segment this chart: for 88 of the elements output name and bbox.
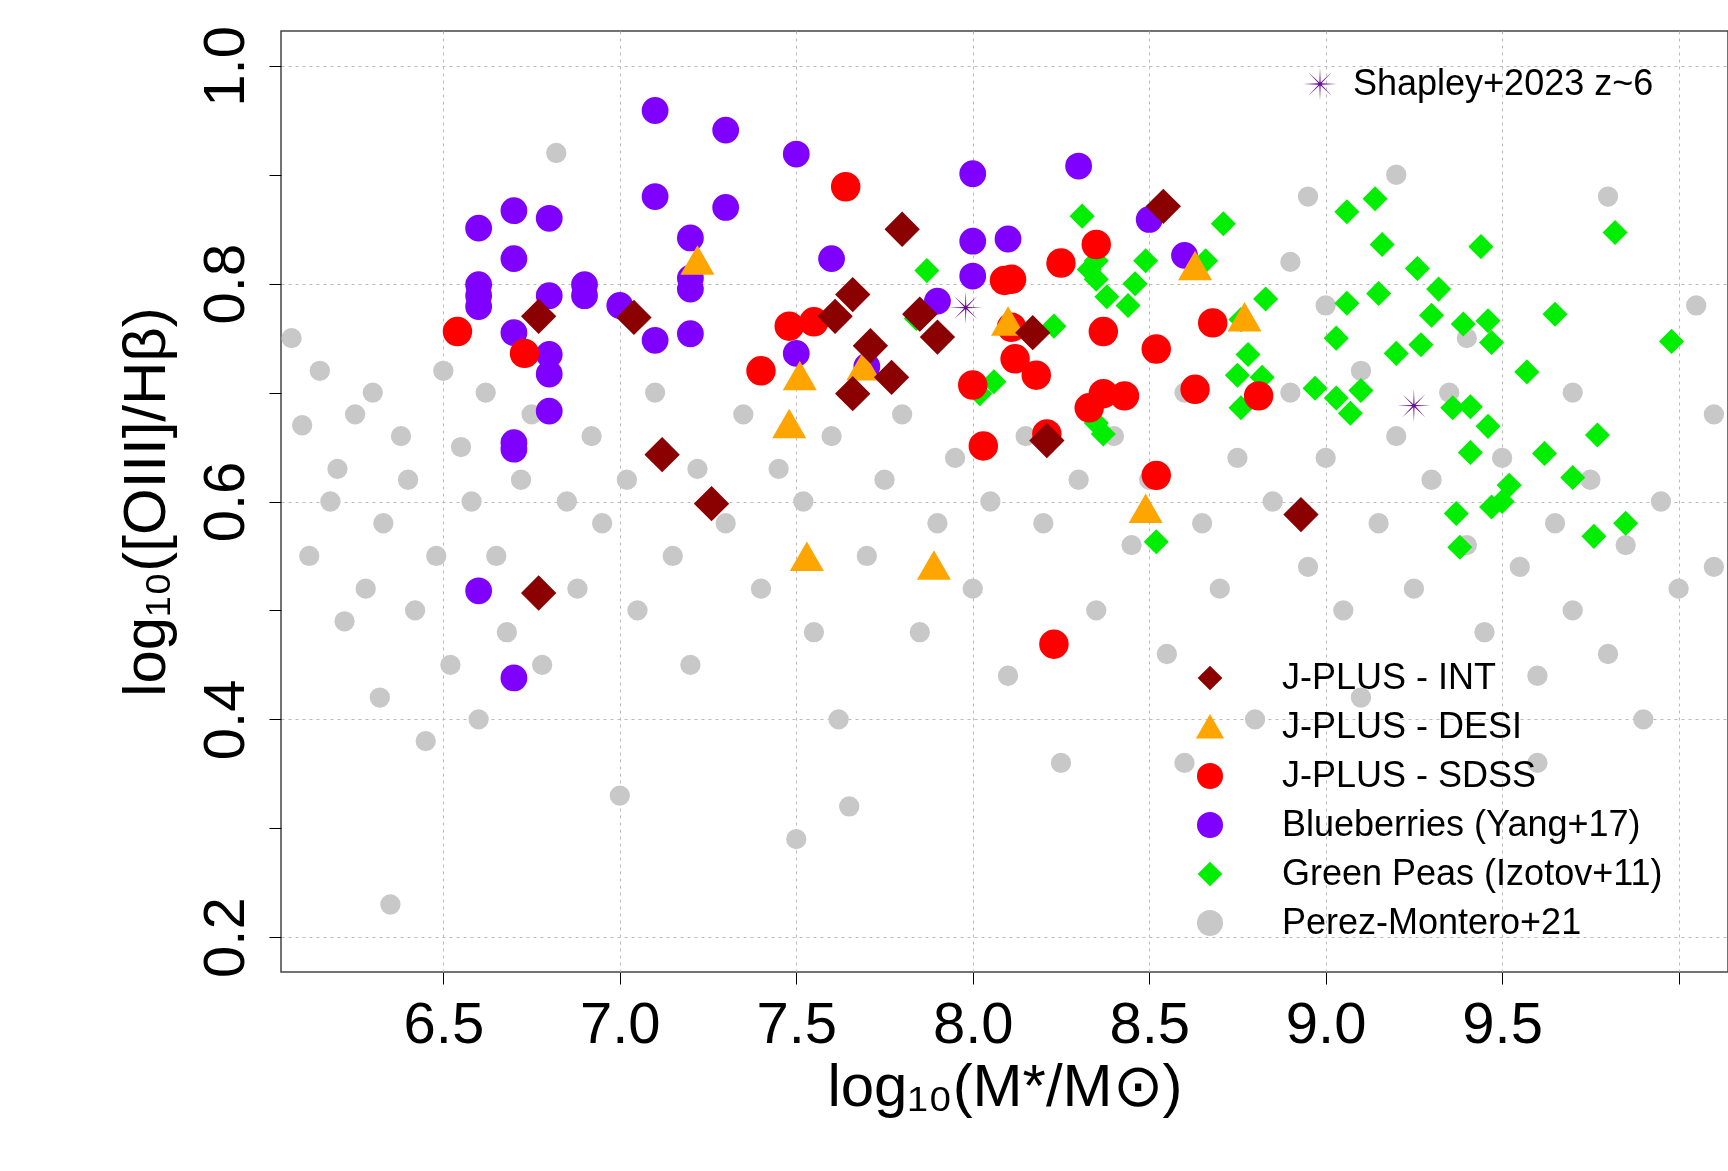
point	[994, 225, 1022, 253]
point	[1180, 374, 1210, 405]
point	[1046, 248, 1076, 278]
point	[818, 299, 853, 334]
point	[641, 326, 669, 354]
point	[959, 160, 987, 188]
y-tick-label: 0.8	[190, 243, 256, 325]
point	[1198, 308, 1228, 338]
point	[1283, 497, 1318, 532]
point	[835, 277, 870, 312]
point	[1074, 393, 1104, 423]
point	[694, 486, 729, 521]
point	[1021, 360, 1051, 390]
point	[790, 543, 823, 572]
point	[509, 338, 540, 369]
point	[535, 397, 563, 425]
point	[465, 214, 493, 242]
point	[641, 97, 669, 124]
point	[676, 320, 704, 348]
y-axis-title: log₁₀([OIII]/Hβ)	[110, 307, 178, 697]
point	[835, 376, 870, 411]
legend-label: J-PLUS - INT	[1282, 656, 1497, 697]
point	[442, 316, 473, 347]
legend-label: Shapley+2023 z~6	[1353, 62, 1654, 103]
x-tick-label: 6.5	[403, 989, 485, 1055]
point	[830, 172, 861, 202]
point	[712, 194, 740, 221]
point	[1243, 381, 1274, 411]
point	[847, 352, 880, 381]
point	[924, 287, 951, 315]
point	[465, 577, 493, 605]
point	[1141, 334, 1171, 364]
legend-label: J-PLUS - SDSS	[1282, 754, 1537, 795]
y-tick-label: 0.4	[190, 679, 256, 761]
point	[959, 227, 987, 255]
point	[885, 212, 920, 247]
point	[853, 328, 888, 363]
point	[521, 299, 556, 334]
point	[782, 140, 810, 168]
point	[773, 410, 806, 439]
point	[1146, 189, 1181, 224]
point	[1000, 344, 1030, 374]
point	[746, 356, 776, 386]
point	[783, 362, 816, 391]
point	[500, 197, 528, 225]
point	[645, 437, 680, 472]
point	[521, 575, 556, 611]
point	[917, 551, 950, 580]
point	[1179, 252, 1212, 281]
legend-label: Blueberries (Yang+17)	[1282, 803, 1641, 844]
x-tick-label: 9.5	[1462, 989, 1543, 1055]
point	[500, 664, 528, 692]
point	[641, 183, 669, 210]
point	[1039, 629, 1069, 659]
legend-label: Green Peas (Izotov+11)	[1282, 852, 1663, 893]
point	[774, 311, 804, 341]
x-tick-label: 7.0	[579, 989, 661, 1055]
legend-label: Perez-Montero+21	[1282, 901, 1582, 942]
point	[1228, 303, 1261, 332]
point	[782, 340, 810, 367]
y-tick-label: 1.0	[190, 26, 256, 107]
point	[681, 246, 714, 275]
point	[902, 297, 937, 332]
point	[818, 245, 845, 272]
point	[535, 204, 563, 232]
point	[1141, 460, 1171, 491]
point	[1088, 316, 1119, 347]
legend-label: J-PLUS - DESI	[1282, 705, 1523, 746]
point	[968, 431, 999, 461]
point	[500, 319, 528, 347]
x-tick-label: 9.0	[1285, 989, 1367, 1055]
point	[1065, 152, 1093, 180]
point	[676, 224, 704, 252]
y-tick-label: 0.6	[190, 461, 256, 543]
point	[712, 116, 740, 144]
y-tick-label: 0.2	[190, 897, 256, 978]
point	[958, 370, 988, 400]
point	[1081, 229, 1111, 260]
point	[535, 282, 563, 310]
point	[1029, 423, 1064, 458]
point	[874, 360, 909, 395]
point	[500, 245, 528, 272]
point	[959, 262, 987, 290]
point	[920, 320, 955, 355]
point	[1129, 495, 1162, 524]
point	[1109, 381, 1140, 411]
point	[1015, 315, 1050, 350]
point	[616, 300, 651, 335]
